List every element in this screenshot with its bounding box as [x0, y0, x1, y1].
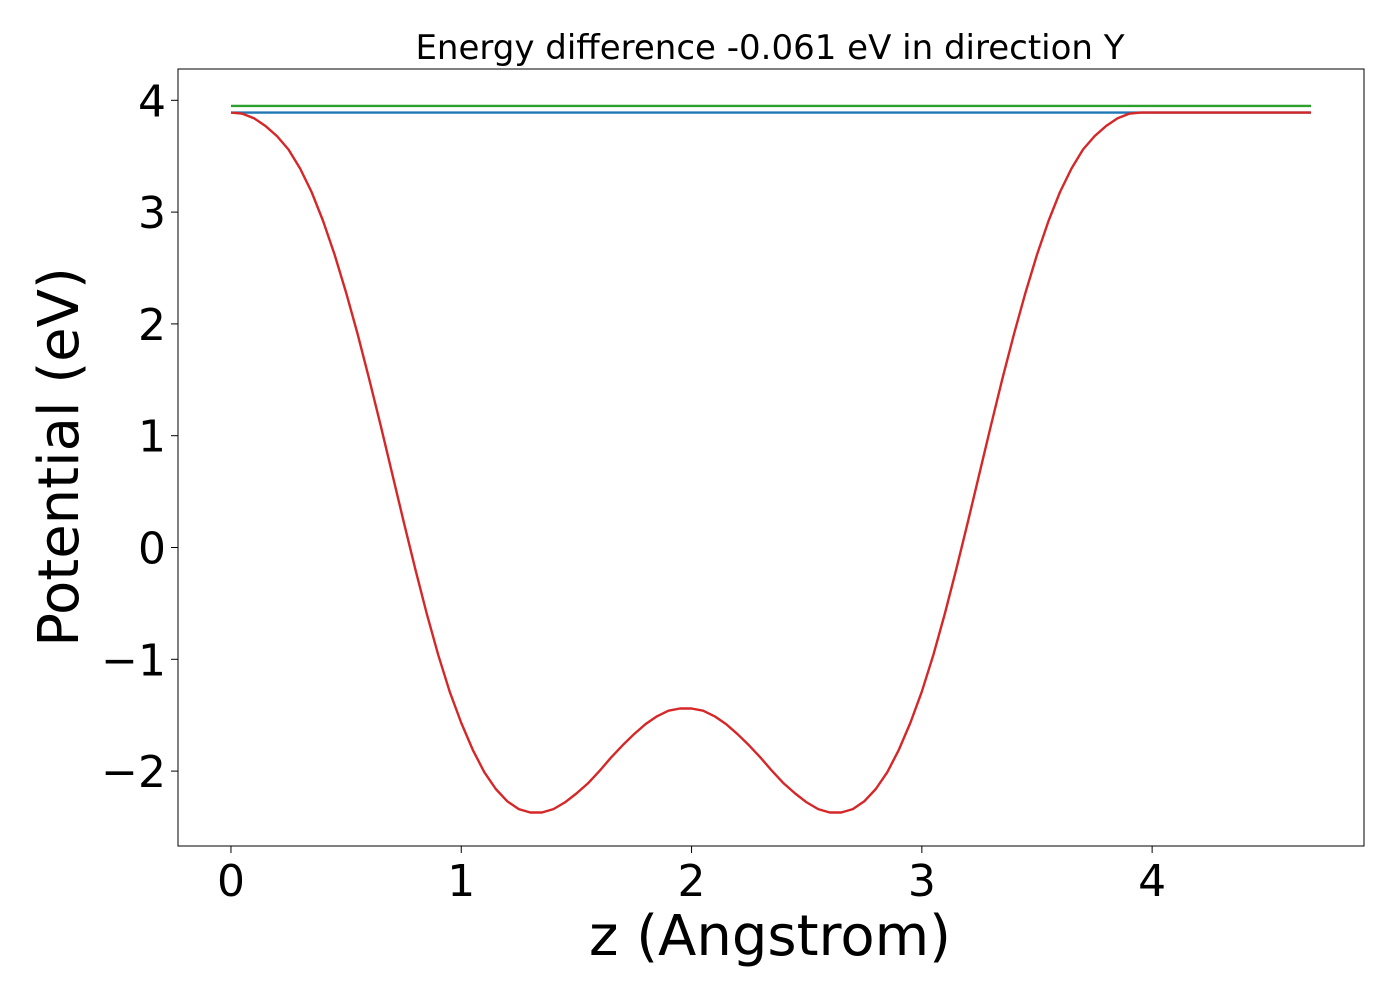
x-tick-label: 2	[678, 856, 706, 907]
y-tick-label: 0	[138, 523, 166, 574]
x-tick-label: 3	[908, 856, 936, 907]
plot-frame	[177, 68, 1365, 847]
x-tick-label: 0	[217, 856, 245, 907]
x-tick-label: 1	[447, 856, 475, 907]
chart-title: Energy difference -0.061 eV in direction…	[415, 28, 1124, 68]
y-axis-label: Potential (eV)	[27, 267, 92, 647]
plot-area: 0 1 2 3 4 −2 −1 0 1 2 3 4	[101, 68, 1365, 907]
x-axis-label: z (Angstrom)	[589, 904, 951, 969]
y-tick-label: 2	[138, 300, 166, 351]
x-tick-label: 4	[1138, 856, 1166, 907]
y-tick-label: −2	[101, 747, 166, 798]
y-tick-label: 4	[138, 76, 166, 127]
series-line-2	[230, 111, 1311, 814]
y-tick-label: 1	[138, 412, 166, 463]
y-tick-label: 3	[138, 188, 166, 239]
y-tick-label: −1	[101, 635, 166, 686]
